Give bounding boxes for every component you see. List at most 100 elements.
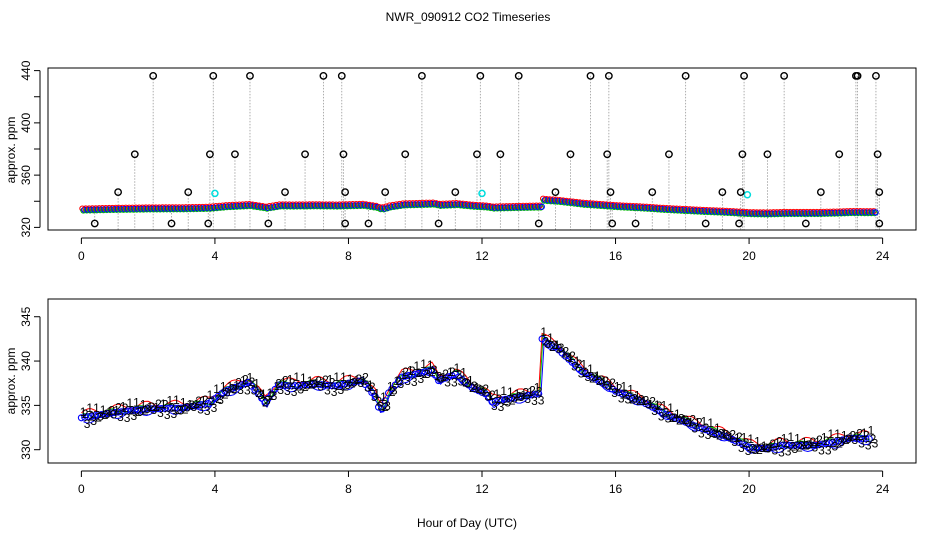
series3-circle <box>101 410 109 418</box>
x-tick-label: 4 <box>212 482 219 496</box>
series2-label: 2 <box>649 395 656 409</box>
series1-label: 1 <box>313 376 320 390</box>
series3-circle <box>117 408 125 416</box>
series2-label: 2 <box>489 388 496 402</box>
series3-circle <box>415 369 423 378</box>
series3-label: 3 <box>745 444 752 458</box>
series3-circle <box>678 417 686 425</box>
series3-circle <box>104 409 112 418</box>
series1-label: 1 <box>280 375 287 389</box>
series3-circle <box>785 441 793 449</box>
series3-circle <box>765 444 773 452</box>
series3-circle <box>114 408 122 416</box>
series3-circle <box>842 435 850 443</box>
raw-outlier-point <box>873 150 882 159</box>
series1-label: 1 <box>701 415 708 429</box>
series3-circle <box>201 400 209 408</box>
series1-label: 1 <box>714 421 721 435</box>
series3-circle <box>718 431 726 439</box>
figure-title: NWR_090912 CO2 Timeseries <box>386 10 551 24</box>
series2-label: 2 <box>102 408 109 422</box>
series3-circle <box>755 444 763 452</box>
series3-label: 3 <box>424 367 431 381</box>
series3-label: 3 <box>705 428 712 442</box>
raw-outlier-point <box>301 150 309 159</box>
series2-label: 2 <box>716 428 723 442</box>
series3-circle <box>732 437 740 445</box>
series3-circle <box>849 434 857 442</box>
series2-label: 2 <box>396 374 403 388</box>
series1-label: 1 <box>654 398 661 412</box>
series3-label: 3 <box>725 429 732 443</box>
series3-circle <box>505 395 513 403</box>
series2-label: 2 <box>856 427 863 441</box>
series1-label: 1 <box>233 378 240 392</box>
x-tick-label: 24 <box>876 249 890 263</box>
series3-label: 3 <box>311 377 318 391</box>
series3-label: 3 <box>665 412 672 426</box>
series3-circle <box>328 382 336 390</box>
series3-circle <box>705 427 713 435</box>
series3-label: 3 <box>97 409 104 423</box>
series3-circle <box>304 381 312 389</box>
series3-label: 3 <box>731 435 738 449</box>
series2-label: 2 <box>195 394 202 408</box>
series3-label: 3 <box>544 337 551 351</box>
series3-label: 3 <box>591 370 598 384</box>
series1-label: 1 <box>560 346 567 360</box>
series3-circle <box>348 379 356 387</box>
series3-circle <box>435 377 443 385</box>
series3-circle <box>762 445 770 453</box>
series1-label: 1 <box>414 359 421 373</box>
series3-circle <box>401 372 409 380</box>
series1-label: 1 <box>807 437 814 451</box>
series3-label: 3 <box>791 442 798 456</box>
series1-label: 1 <box>93 401 100 415</box>
series2-label: 2 <box>542 334 549 348</box>
series3-circle <box>758 444 766 453</box>
series3-label: 3 <box>191 400 198 414</box>
series2-label: 2 <box>603 374 610 388</box>
series3-circle <box>341 380 349 388</box>
series3-circle <box>188 402 196 410</box>
series2-label: 2 <box>516 390 523 404</box>
series2-label: 2 <box>289 376 296 390</box>
series3-circle <box>271 385 279 393</box>
raw-outlier-point <box>364 219 373 228</box>
series3-circle <box>164 404 172 412</box>
series3-label: 3 <box>718 426 725 440</box>
series3-label: 3 <box>357 376 364 390</box>
series3-label: 3 <box>598 373 605 387</box>
raw-outlier-point <box>473 150 481 159</box>
series3-circle <box>498 396 506 404</box>
series3-circle <box>495 397 503 405</box>
series3-circle <box>288 382 296 390</box>
series2-label: 2 <box>189 398 196 412</box>
raw-outlier-point <box>496 150 505 159</box>
series1-label: 1 <box>868 424 875 438</box>
series2-label: 2 <box>809 435 816 449</box>
series3-circle <box>812 441 820 449</box>
series3-circle <box>695 423 703 432</box>
series2-label: 2 <box>663 406 670 420</box>
series1-label: 1 <box>721 426 728 440</box>
series2-label: 2 <box>162 397 169 411</box>
series2-label: 2 <box>723 428 730 442</box>
series3-circle <box>314 380 322 388</box>
series2-label: 2 <box>349 377 356 391</box>
series2-label: 2 <box>449 365 456 379</box>
series1-label: 1 <box>434 369 441 383</box>
series3-circle <box>632 395 640 403</box>
flagged-point <box>478 189 486 198</box>
raw-outlier-point <box>130 150 139 159</box>
series2-label: 2 <box>209 394 216 408</box>
series3-circle <box>852 434 860 442</box>
series3-circle <box>528 391 536 399</box>
series3-circle <box>611 387 620 395</box>
series3-label: 3 <box>484 389 491 403</box>
series3-circle <box>535 390 543 398</box>
raw-outlier-point <box>738 150 747 159</box>
raw-outlier-point <box>763 150 772 159</box>
series3-point <box>538 203 545 210</box>
x-tick-label: 4 <box>212 249 219 263</box>
